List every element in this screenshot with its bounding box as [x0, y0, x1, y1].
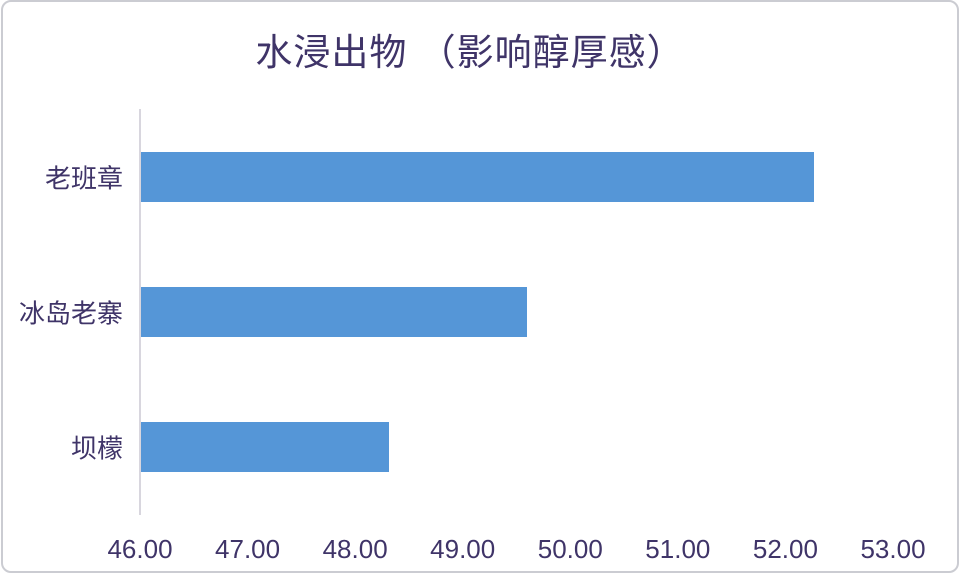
bar-冰岛老寨	[141, 287, 528, 337]
x-tick-label: 47.00	[215, 534, 281, 564]
category-label: 老班章	[44, 163, 123, 194]
category-label: 坝檬	[70, 433, 123, 464]
x-tick-label: 50.00	[537, 534, 603, 564]
x-tick-label: 51.00	[645, 534, 711, 564]
x-tick-label: 49.00	[430, 534, 496, 564]
bar-坝檬	[141, 422, 390, 473]
plot-area	[139, 109, 894, 515]
x-tick-label: 53.00	[860, 534, 926, 564]
bar-老班章	[141, 151, 815, 202]
category-axis: 老班章冰岛老寨坝檬	[3, 109, 129, 515]
chart-title: 水浸出物 （影响醇厚感）	[255, 32, 685, 73]
category-label: 冰岛老寨	[18, 298, 123, 329]
x-tick-label: 52.00	[752, 534, 818, 564]
x-tick-label: 46.00	[107, 534, 173, 564]
x-tick-label: 48.00	[322, 534, 388, 564]
value-axis: 46.00 47.00 48.00 49.00 50.00 51.00 52.00 53.00	[107, 534, 925, 566]
